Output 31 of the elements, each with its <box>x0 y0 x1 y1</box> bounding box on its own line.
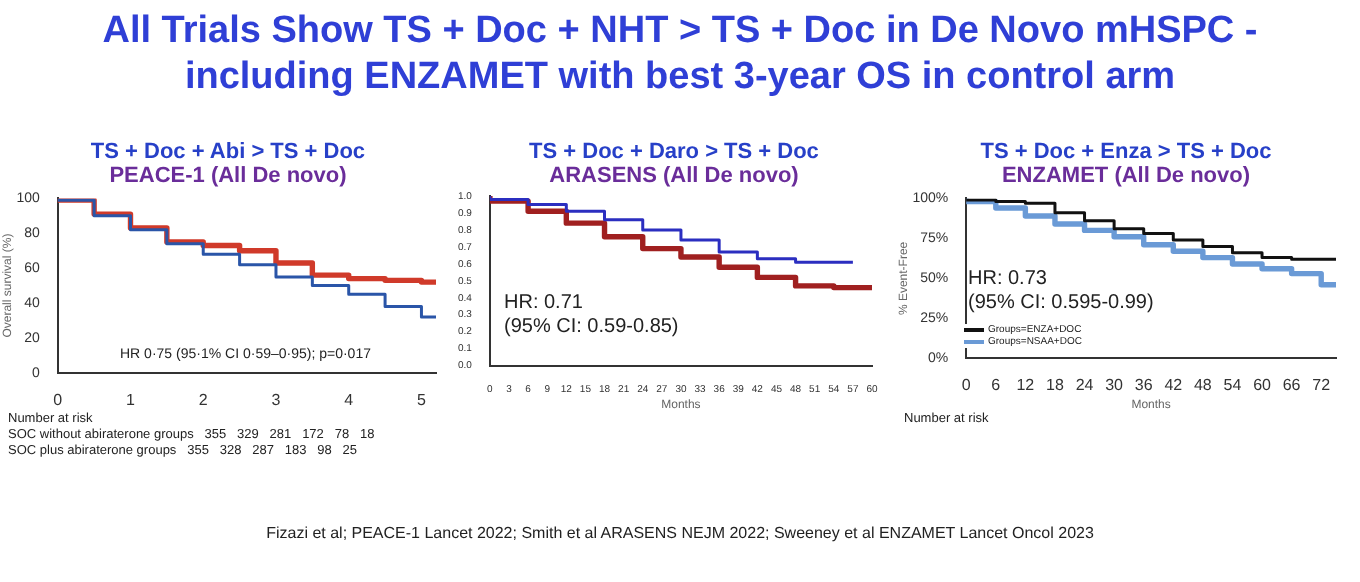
x-tick-label: 66 <box>1282 376 1302 395</box>
x-tick-label: 0 <box>961 376 972 395</box>
x-tick-label: 54 <box>1223 376 1243 395</box>
x-tick-label: 0 <box>53 390 64 409</box>
x-tick-label: 3 <box>271 390 282 409</box>
x-tick-label: 30 <box>1105 376 1125 395</box>
x-tick-label: 18 <box>1046 376 1065 395</box>
annotation: (95% CI: 0.595-0.99) <box>968 292 1154 316</box>
chart-subtitle: ENZAMET (All De novo) <box>999 164 1253 188</box>
x-tick-label: 12 <box>1016 376 1036 395</box>
x-tick-label: 48 <box>1193 376 1213 395</box>
x-tick-label: 4 <box>344 390 355 409</box>
x-tick-label: 24 <box>1075 376 1095 395</box>
chart-title: TS + Doc + Abi > TS + Doc <box>88 140 368 164</box>
x-tick-label: 42 <box>1164 376 1184 395</box>
annotation: (95% CI: 0.59-0.85) <box>504 316 679 340</box>
x-tick-label: 6 <box>991 376 1002 395</box>
x-tick-label: 2 <box>198 390 209 409</box>
x-tick-label: 5 <box>417 390 427 409</box>
annotation: HR: 0.71 <box>504 292 585 316</box>
text: All Trials Show TS + Doc + NHT > TS + Doc in De Novo mHSPC - including ENZAMET with best 3-year OS in control arm <box>100 8 1260 100</box>
chart-title: TS + Doc + Enza > TS + Doc <box>978 140 1274 164</box>
chart-title: TS + Doc + Daro > TS + Doc <box>527 140 821 164</box>
x-tick-label: 36 <box>1134 376 1154 395</box>
text: Fizazi et al; PEACE-1 Lancet 2022; Smith et al ARASENS NEJM 2022; Sweeney et al ENZAMET Lancet Oncol 2023 <box>264 524 1096 542</box>
chart-subtitle: PEACE-1 (All De novo) <box>107 164 349 188</box>
x-tick-label: 72 <box>1312 376 1332 395</box>
chart-subtitle: ARASENS (All De novo) <box>547 164 801 188</box>
x-tick-label: 60 <box>1253 376 1273 395</box>
annotation: HR: 0.73 <box>968 268 1049 292</box>
x-tick-label: 1 <box>126 390 137 409</box>
